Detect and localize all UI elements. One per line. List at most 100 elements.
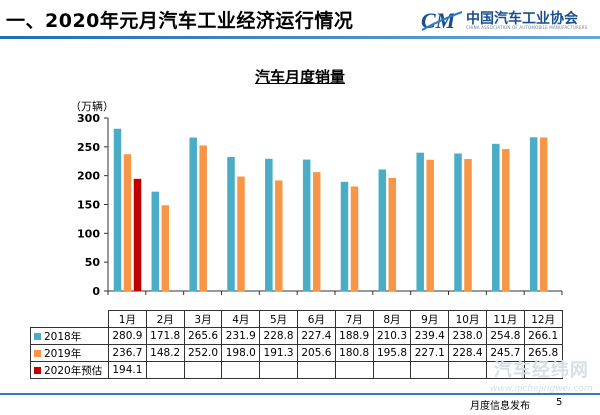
watermark-url: www.qichejingwei.com bbox=[490, 384, 593, 394]
table-row: 2020年预估 194.1 bbox=[30, 361, 563, 379]
table-row: 2019年 236.7 148.2 252.0 198.0 191.3 205.6 180.8… bbox=[30, 344, 563, 362]
legend-swatch bbox=[34, 367, 41, 374]
x-tick-label: 3月 bbox=[183, 310, 223, 328]
data-label bbox=[372, 361, 412, 379]
table-header-row: 1月 2月 3月 4月 5月 6月 7月 8月 9月 10月 11月 12月 bbox=[31, 310, 563, 328]
bar-9-1 bbox=[464, 159, 472, 292]
data-label: 148.2 bbox=[145, 344, 185, 362]
data-label bbox=[523, 361, 563, 379]
header-divider bbox=[0, 36, 600, 39]
page-number: 5 bbox=[556, 397, 563, 408]
bar-7-0 bbox=[378, 169, 387, 292]
bar-0-1 bbox=[123, 154, 132, 292]
data-label bbox=[410, 361, 450, 379]
watermark-main: 汽车经纬网 bbox=[493, 360, 589, 381]
page-title: 一、2020年元月汽车工业经济运行情况 bbox=[6, 10, 354, 32]
data-label: 198.0 bbox=[221, 344, 261, 362]
data-label bbox=[448, 361, 487, 379]
y-tick-label: 50 bbox=[85, 256, 101, 269]
table-row: 2018年 280.9 171.8 265.6 231.9 228.8 227.4 188.9… bbox=[30, 327, 563, 345]
bar-8-1 bbox=[426, 159, 434, 292]
footer-text: 月度信息发布 bbox=[470, 401, 530, 412]
y-tick-label: 150 bbox=[77, 199, 100, 212]
y-tick-label: 0 bbox=[92, 285, 100, 298]
x-tick-label: 7月 bbox=[334, 310, 374, 328]
data-label bbox=[334, 361, 374, 379]
x-tick-label: 2月 bbox=[145, 310, 185, 328]
x-tick-label: 8月 bbox=[372, 310, 412, 328]
series-name: 2018年 bbox=[44, 330, 82, 343]
data-label: 191.3 bbox=[259, 344, 298, 362]
series-legend-cell: 2018年 bbox=[30, 327, 109, 345]
bar-1-0 bbox=[151, 191, 160, 292]
footer-divider bbox=[0, 393, 600, 395]
watermark: 汽车经纬网 www.qichejingwei.com bbox=[490, 356, 593, 394]
bar-5-1 bbox=[312, 172, 321, 292]
x-tick-label: 6月 bbox=[296, 310, 336, 328]
data-label: 239.4 bbox=[410, 327, 450, 345]
bar-3-1 bbox=[237, 176, 245, 292]
data-label: 210.3 bbox=[372, 327, 412, 345]
data-label: 194.1 bbox=[108, 361, 147, 379]
data-label: 180.8 bbox=[334, 344, 374, 362]
y-tick-label: 200 bbox=[77, 170, 100, 183]
bar-11-1 bbox=[539, 137, 548, 292]
bar-8-0 bbox=[416, 152, 424, 292]
bar-4-1 bbox=[275, 180, 283, 292]
data-label: 231.9 bbox=[221, 327, 261, 345]
bar-10-1 bbox=[502, 149, 510, 292]
series-name: 2019年 bbox=[44, 347, 82, 360]
data-label bbox=[296, 361, 336, 379]
bar-2-0 bbox=[189, 137, 197, 292]
y-tick-label: 300 bbox=[77, 112, 100, 125]
x-tick-label: 10月 bbox=[448, 310, 487, 328]
x-tick-label: 5月 bbox=[259, 310, 298, 328]
data-label bbox=[145, 361, 185, 379]
y-axis-unit-label: （万辆） bbox=[70, 100, 114, 113]
bar-10-0 bbox=[492, 143, 500, 292]
series-name: 2020年预估 bbox=[44, 364, 103, 377]
association-logo: CM 中国汽车工业协会 CHINA ASSOCIATION OF AUTOMOB… bbox=[420, 6, 595, 34]
data-label: 227.1 bbox=[410, 344, 450, 362]
logo-text: 中国汽车工业协会 bbox=[466, 11, 578, 27]
data-label: 188.9 bbox=[334, 327, 374, 345]
data-label: 266.1 bbox=[523, 327, 563, 345]
y-tick-label: 250 bbox=[77, 141, 100, 154]
bar-11-0 bbox=[529, 137, 538, 292]
x-tick-label: 11月 bbox=[485, 310, 525, 328]
data-label: 254.8 bbox=[485, 327, 525, 345]
cm-logo-icon: CM bbox=[421, 8, 463, 33]
x-tick-label: 12月 bbox=[523, 310, 563, 328]
data-label: 280.9 bbox=[108, 327, 147, 345]
data-label: 265.6 bbox=[183, 327, 223, 345]
bar-0-0 bbox=[113, 128, 122, 292]
logo-subtext: CHINA ASSOCIATION OF AUTOMOBILE MANUFACT… bbox=[466, 25, 588, 30]
x-tick-label: 9月 bbox=[410, 310, 450, 328]
data-label: 227.4 bbox=[296, 327, 336, 345]
data-label bbox=[221, 361, 261, 379]
bar-7-1 bbox=[388, 177, 397, 292]
bar-1-1 bbox=[161, 205, 170, 292]
bar-3-0 bbox=[227, 157, 235, 292]
data-label: 252.0 bbox=[183, 344, 223, 362]
x-tick-label: 4月 bbox=[221, 310, 261, 328]
data-label: 228.4 bbox=[448, 344, 487, 362]
series-legend-cell: 2020年预估 bbox=[30, 361, 109, 379]
chart-title: 汽车月度销量 bbox=[254, 68, 345, 86]
series-legend-cell: 2019年 bbox=[30, 344, 109, 362]
data-label: 228.8 bbox=[259, 327, 298, 345]
data-label: 236.7 bbox=[108, 344, 147, 362]
bar-2-1 bbox=[199, 145, 207, 292]
bar-0-2 bbox=[133, 178, 142, 292]
legend-swatch bbox=[34, 333, 41, 340]
data-label bbox=[183, 361, 223, 379]
bar-6-0 bbox=[340, 181, 349, 292]
legend-swatch bbox=[34, 350, 41, 357]
x-tick-label: 1月 bbox=[108, 310, 147, 328]
y-tick-label: 100 bbox=[77, 227, 100, 240]
data-label: 205.6 bbox=[296, 344, 336, 362]
data-label: 238.0 bbox=[448, 327, 487, 345]
slide-header: 一、2020年元月汽车工业经济运行情况 CM 中国汽车工业协会 CHINA AS… bbox=[0, 0, 600, 44]
data-label: 195.8 bbox=[372, 344, 412, 362]
